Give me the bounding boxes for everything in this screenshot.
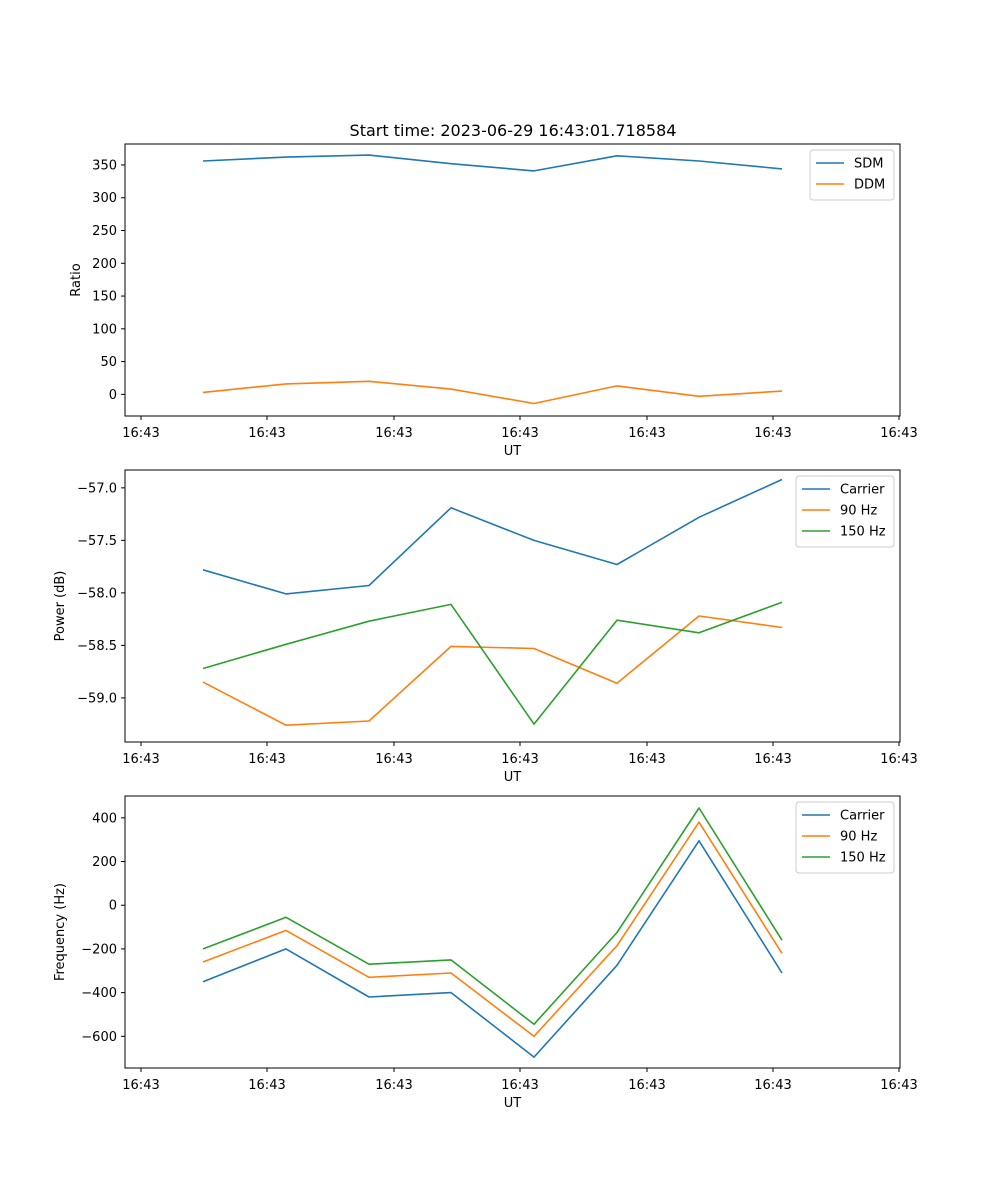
legend-label: 90 Hz xyxy=(840,504,877,519)
axes-frame xyxy=(124,795,901,1069)
x-tick-label: 16:43 xyxy=(754,426,791,441)
y-tick-label: −57.5 xyxy=(77,534,117,549)
x-tick-label: 16:43 xyxy=(628,1078,665,1093)
x-tick-label: 16:43 xyxy=(248,426,285,441)
y-tick-label: −600 xyxy=(81,1030,117,1045)
y-axis-label: Ratio xyxy=(69,263,84,296)
legend-label: DDM xyxy=(854,178,885,193)
y-tick-label: −400 xyxy=(81,986,117,1001)
x-tick-label: 16:43 xyxy=(880,426,917,441)
y-tick-label: 200 xyxy=(92,257,117,272)
y-tick-label: −59.0 xyxy=(77,691,117,706)
x-tick-label: 16:43 xyxy=(248,752,285,767)
y-tick-label: 0 xyxy=(109,388,117,403)
legend-label: 150 Hz xyxy=(840,851,886,866)
x-tick-label: 16:43 xyxy=(248,1078,285,1093)
y-axis-label: Power (dB) xyxy=(53,571,68,642)
y-tick-label: 250 xyxy=(92,224,117,239)
x-tick-label: 16:43 xyxy=(375,1078,412,1093)
y-tick-label: −57.0 xyxy=(77,481,117,496)
y-tick-label: −58.5 xyxy=(77,639,117,654)
x-tick-label: 16:43 xyxy=(628,426,665,441)
series-line-90-hz xyxy=(202,821,783,1038)
y-tick-label: 200 xyxy=(92,855,117,870)
y-tick-label: −200 xyxy=(81,942,117,957)
series-line-carrier xyxy=(202,839,783,1058)
x-tick-label: 16:43 xyxy=(628,752,665,767)
legend-label: SDM xyxy=(854,157,883,172)
legend-label: Carrier xyxy=(840,483,885,498)
legend: SDM DDM xyxy=(809,149,895,201)
x-axis-label: UT xyxy=(504,1096,522,1111)
x-tick-label: 16:43 xyxy=(501,1078,538,1093)
x-tick-label: 16:43 xyxy=(122,1078,159,1093)
legend-label: Carrier xyxy=(840,809,885,824)
x-tick-label: 16:43 xyxy=(880,752,917,767)
subplot-3: 16:43 16:43 16:43 16:43 16:43 16:43 16:43 −600 −… xyxy=(53,795,918,1111)
series-line-sdm xyxy=(202,154,783,172)
y-tick-label: 400 xyxy=(92,811,117,826)
x-tick-label: 16:43 xyxy=(375,752,412,767)
x-tick-label: 16:43 xyxy=(122,426,159,441)
legend-box xyxy=(795,475,895,548)
subplots: 16:43 16:43 16:43 16:43 16:43 16:43 16:43 0 50 10… xyxy=(53,143,918,1111)
legend-box xyxy=(795,801,895,874)
y-tick-label: 300 xyxy=(92,191,117,206)
legend: Carrier 90 Hz 150 Hz xyxy=(795,801,895,874)
y-tick-label: 150 xyxy=(92,290,117,305)
x-tick-label: 16:43 xyxy=(754,1078,791,1093)
y-tick-label: 50 xyxy=(100,355,117,370)
x-tick-label: 16:43 xyxy=(501,752,538,767)
series-line-150-hz xyxy=(202,807,783,1026)
y-tick-label: 350 xyxy=(92,158,117,173)
x-tick-label: 16:43 xyxy=(122,752,159,767)
x-tick-label: 16:43 xyxy=(880,1078,917,1093)
axes-frame xyxy=(124,469,901,743)
x-axis-label: UT xyxy=(504,770,522,785)
y-tick-label: 100 xyxy=(92,322,117,337)
series-line-ddm xyxy=(202,380,783,405)
series-line-carrier xyxy=(202,478,783,595)
x-tick-label: 16:43 xyxy=(754,752,791,767)
legend-label: 90 Hz xyxy=(840,830,877,845)
x-axis-label: UT xyxy=(504,444,522,459)
x-tick-label: 16:43 xyxy=(375,426,412,441)
series-line-150-hz xyxy=(202,601,783,725)
chart-title: Start time: 2023-06-29 16:43:01.718584 xyxy=(350,121,677,140)
legend: Carrier 90 Hz 150 Hz xyxy=(795,475,895,548)
subplot-1: 16:43 16:43 16:43 16:43 16:43 16:43 16:43 0 50 10… xyxy=(69,143,918,459)
series-line-90-hz xyxy=(202,615,783,727)
subplot-2: 16:43 16:43 16:43 16:43 16:43 16:43 16:43 −59.0… xyxy=(53,469,918,785)
y-tick-label: 0 xyxy=(109,899,117,914)
x-tick-label: 16:43 xyxy=(501,426,538,441)
y-axis-label: Frequency (Hz) xyxy=(53,883,68,981)
y-tick-label: −58.0 xyxy=(77,586,117,601)
legend-label: 150 Hz xyxy=(840,525,886,540)
axes-frame xyxy=(124,143,901,417)
